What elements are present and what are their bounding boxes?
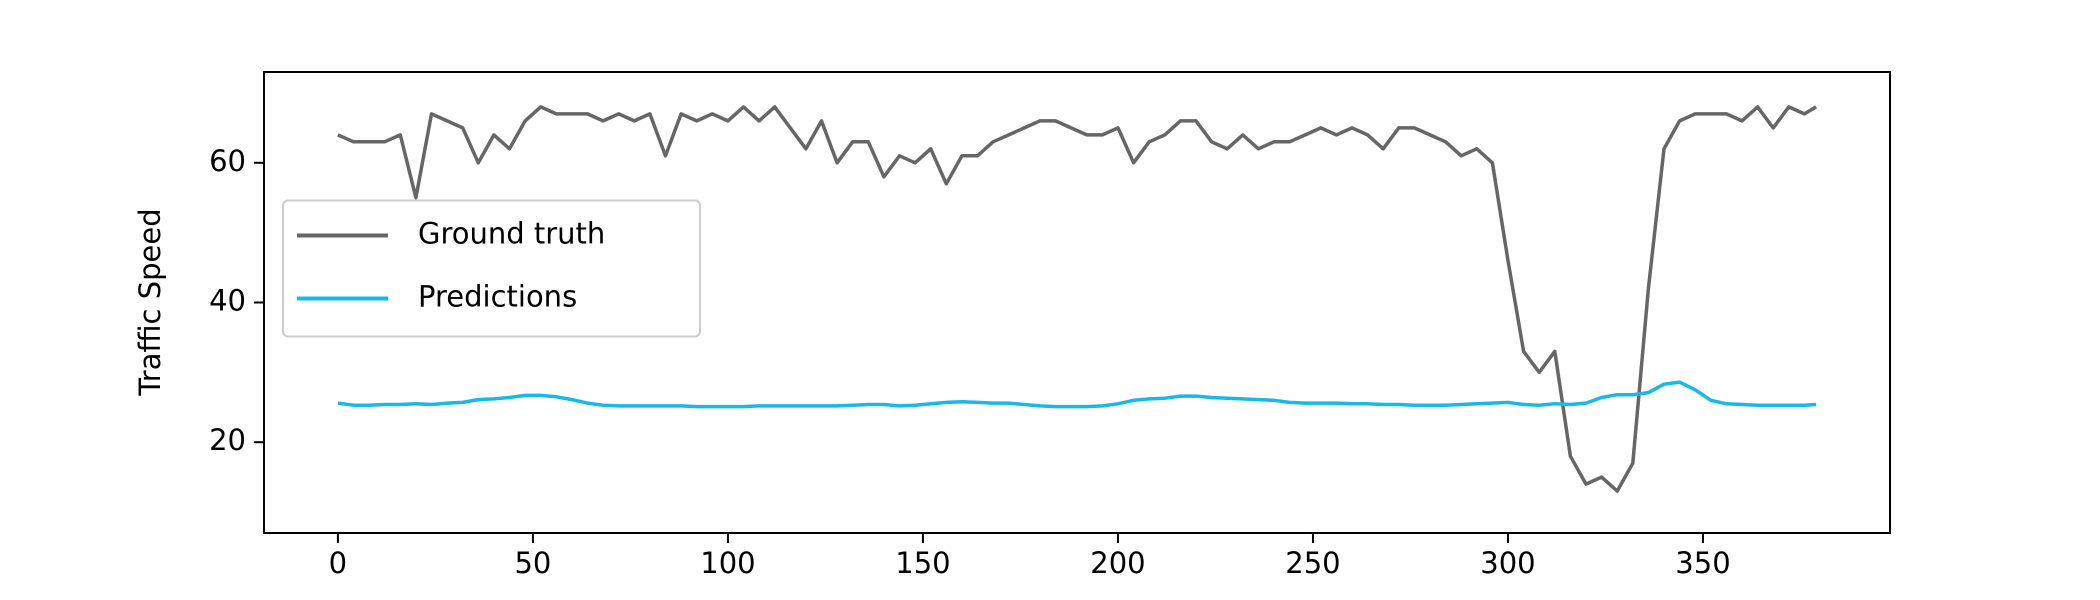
legend-label: Predictions xyxy=(418,280,577,314)
x-tick-label: 250 xyxy=(1285,546,1340,580)
x-tick-label: 100 xyxy=(700,546,755,580)
plot-frame xyxy=(263,71,1891,534)
y-tick-label: 60 xyxy=(209,144,246,178)
x-tick-label: 200 xyxy=(1090,546,1145,580)
data-line xyxy=(337,105,1817,493)
x-tick-label: 300 xyxy=(1480,546,1535,580)
y-tick-label: 40 xyxy=(209,284,246,318)
x-tick-label: 50 xyxy=(514,546,551,580)
x-tick-label: 0 xyxy=(329,546,347,580)
x-tick-label: 350 xyxy=(1675,546,1730,580)
legend-label: Ground truth xyxy=(418,217,605,251)
x-tick-label: 150 xyxy=(895,546,950,580)
y-tick-label: 20 xyxy=(209,423,246,457)
y-axis-label: Traffic Speed xyxy=(133,208,167,396)
data-line xyxy=(337,380,1817,409)
